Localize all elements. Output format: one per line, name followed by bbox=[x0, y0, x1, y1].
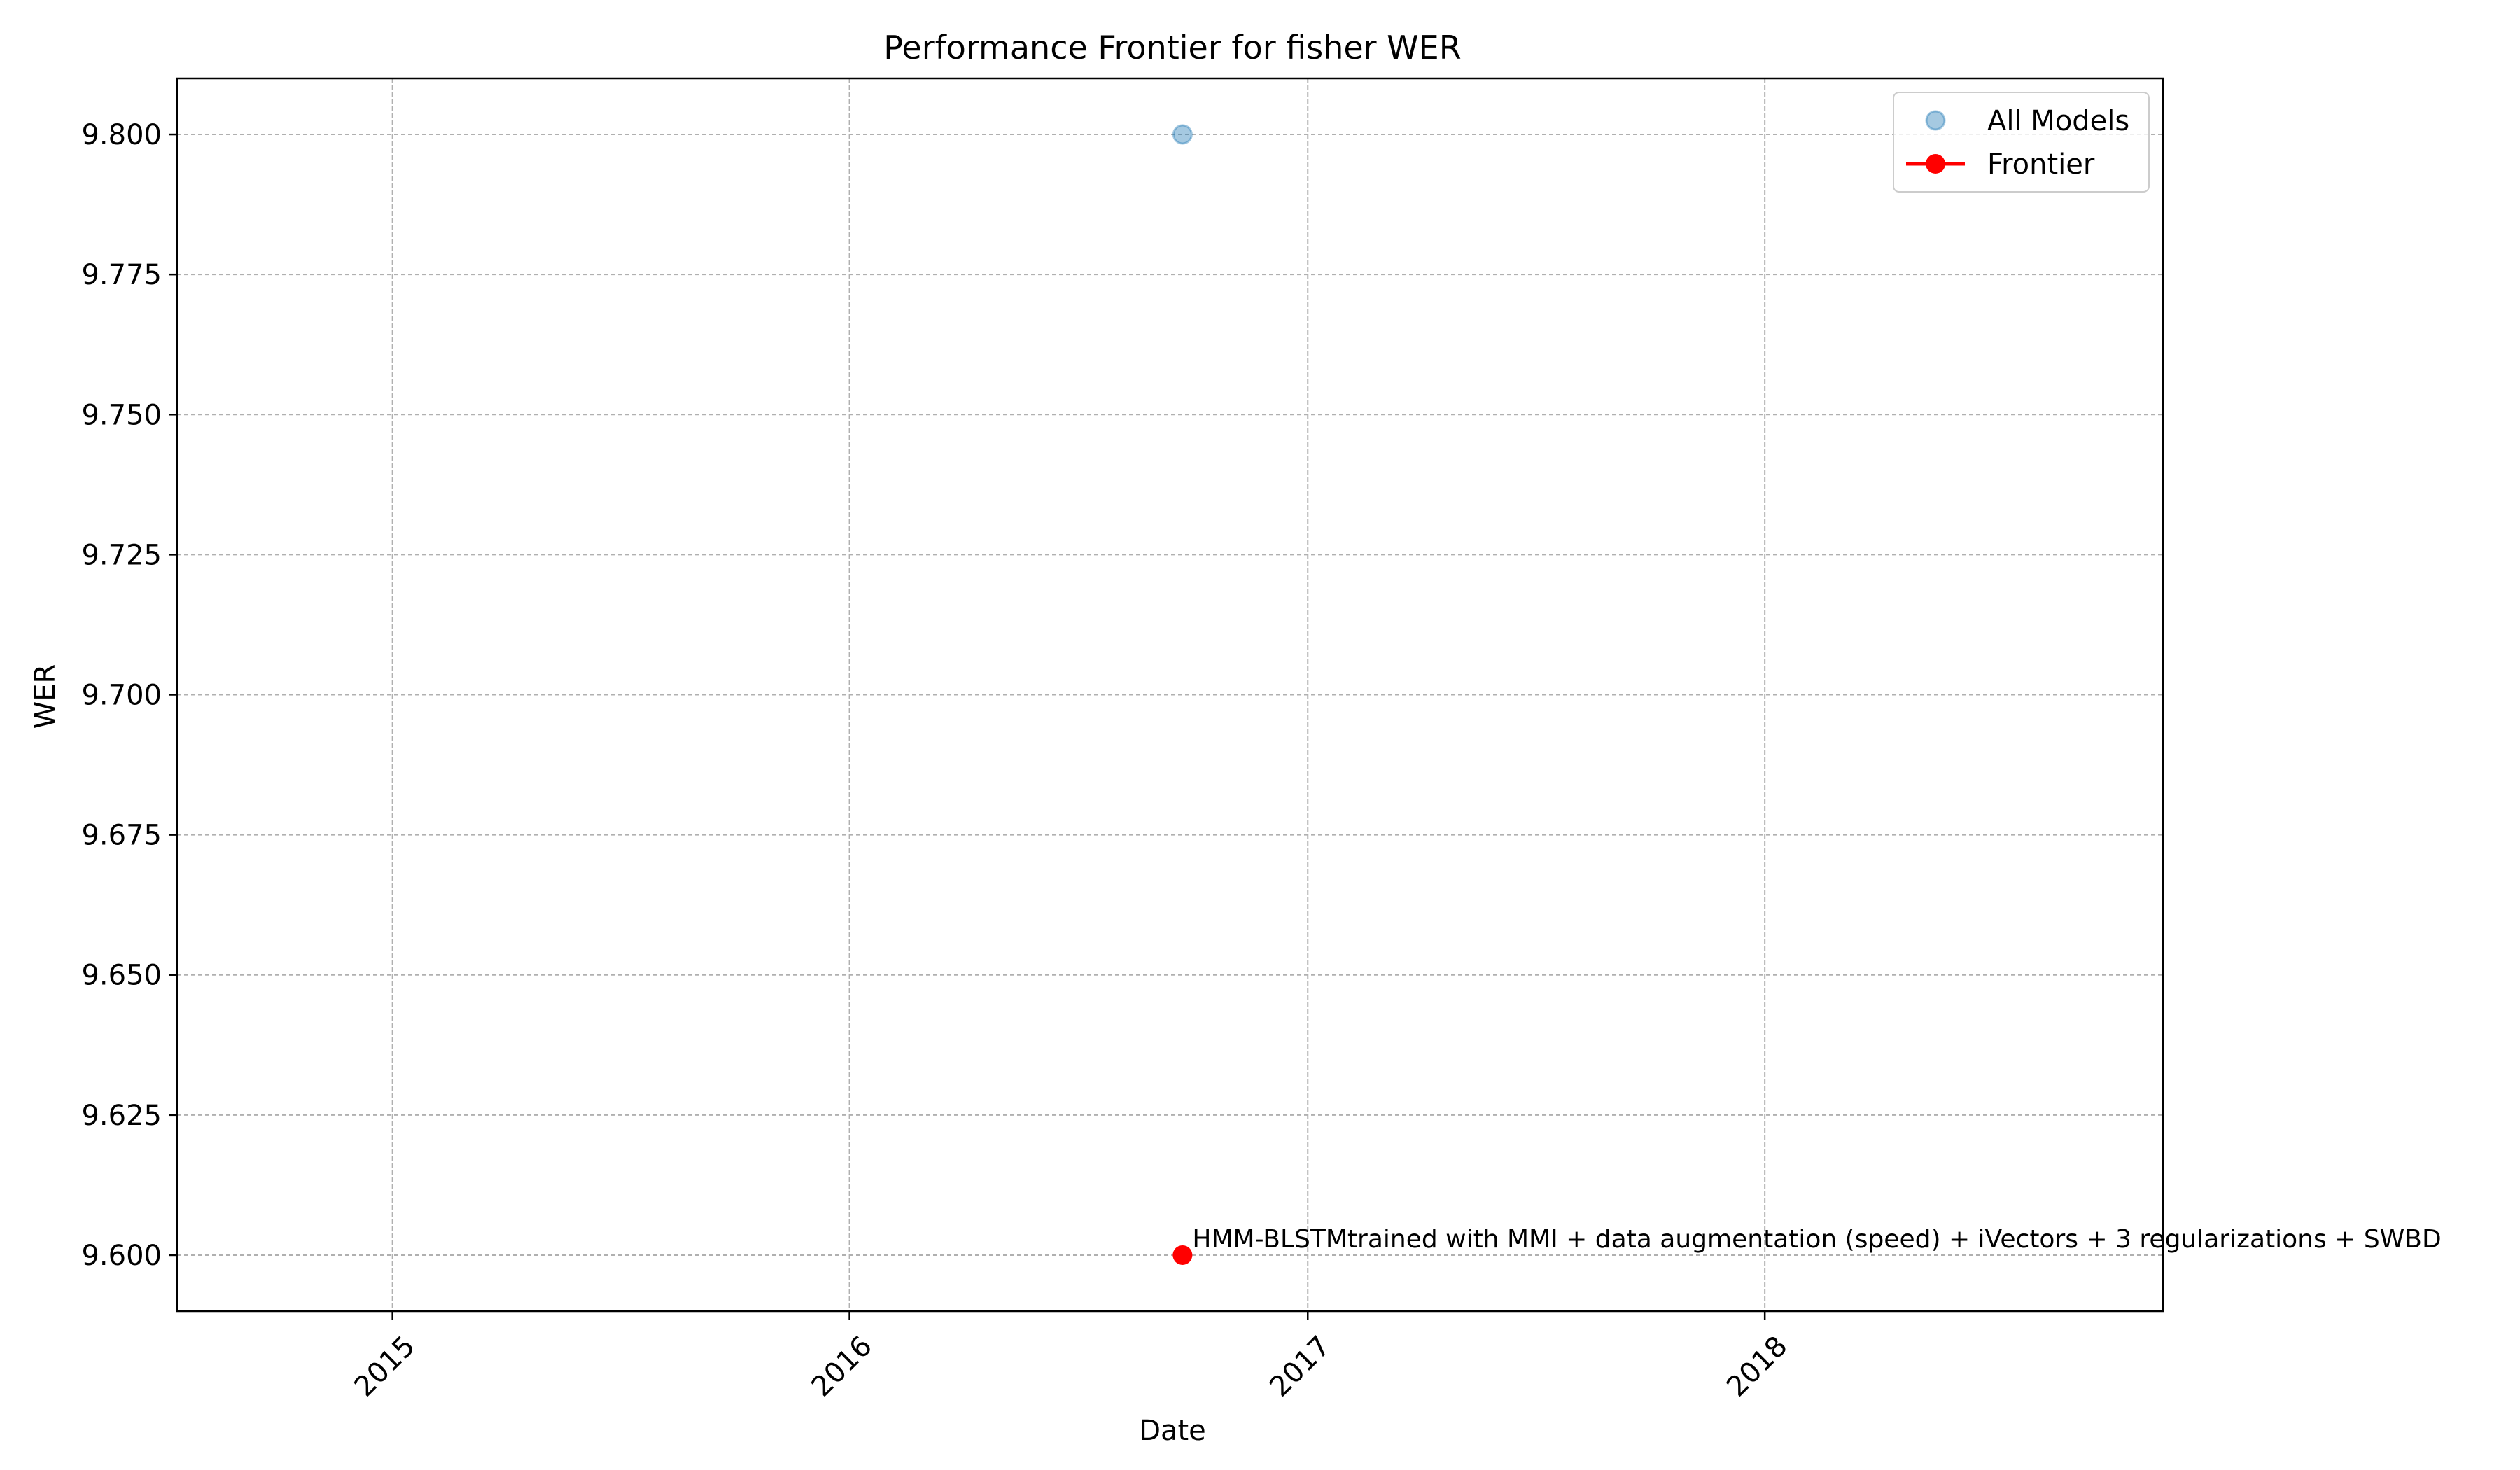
annotations: HMM-BLSTMtrained with MMI + data augment… bbox=[1192, 1225, 2441, 1254]
legend-box bbox=[1893, 92, 2150, 192]
grid-lines bbox=[177, 78, 2163, 1311]
legend-marker-swatch bbox=[1925, 110, 1946, 131]
legend-entry-label: Frontier bbox=[1987, 148, 2095, 181]
y-tick-label: 9.750 bbox=[81, 399, 162, 431]
y-tick-label: 9.675 bbox=[81, 820, 162, 852]
data-points bbox=[1172, 124, 1193, 1265]
legend-entry-label: All Models bbox=[1987, 105, 2129, 137]
y-tick-label: 9.650 bbox=[81, 960, 162, 992]
y-tick-label: 9.800 bbox=[81, 119, 162, 151]
y-axis-label: WER bbox=[29, 664, 62, 729]
y-tick-label: 9.625 bbox=[81, 1100, 162, 1132]
legend: All Models Frontier bbox=[1893, 92, 2150, 192]
frontier-point-annotation: HMM-BLSTMtrained with MMI + data augment… bbox=[1192, 1225, 2441, 1254]
y-axis: 9.600 9.625 9.650 9.675 9.700 9.725 9.750 9.775… bbox=[81, 119, 177, 1272]
x-axis-label: Date bbox=[1139, 1415, 1206, 1447]
y-tick-label: 9.725 bbox=[81, 539, 162, 571]
y-tick-label: 9.700 bbox=[81, 680, 162, 712]
chart-title: Performance Frontier for fisher WER bbox=[883, 29, 1461, 66]
y-tick-label: 9.775 bbox=[81, 259, 162, 291]
legend-marker-swatch bbox=[1926, 154, 1945, 174]
frontier-point bbox=[1172, 1245, 1193, 1265]
y-tick-label: 9.600 bbox=[81, 1240, 162, 1272]
all-models-point bbox=[1172, 124, 1193, 145]
plot-area-frame bbox=[176, 77, 2164, 1312]
